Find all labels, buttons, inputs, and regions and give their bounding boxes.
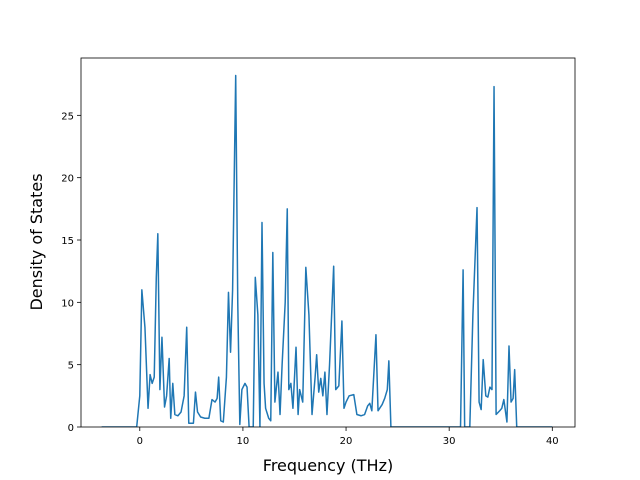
y-tick-label: 10 [61, 298, 74, 309]
x-tick-label: 30 [443, 436, 456, 447]
x-tick-label: 0 [137, 436, 143, 447]
y-tick-label: 25 [61, 111, 74, 122]
y-tick-label: 20 [61, 174, 74, 185]
x-tick-label: 40 [546, 436, 559, 447]
y-tick-label: 15 [61, 236, 74, 247]
x-axis-label: Frequency (THz) [263, 456, 393, 475]
y-tick-label: 5 [68, 361, 74, 372]
x-tick-label: 10 [237, 436, 250, 447]
plot-frame [80, 57, 576, 428]
x-tick-label: 20 [340, 436, 353, 447]
y-axis-label: Density of States [27, 173, 46, 310]
y-tick-label: 0 [68, 423, 74, 434]
data-line [101, 74, 553, 427]
